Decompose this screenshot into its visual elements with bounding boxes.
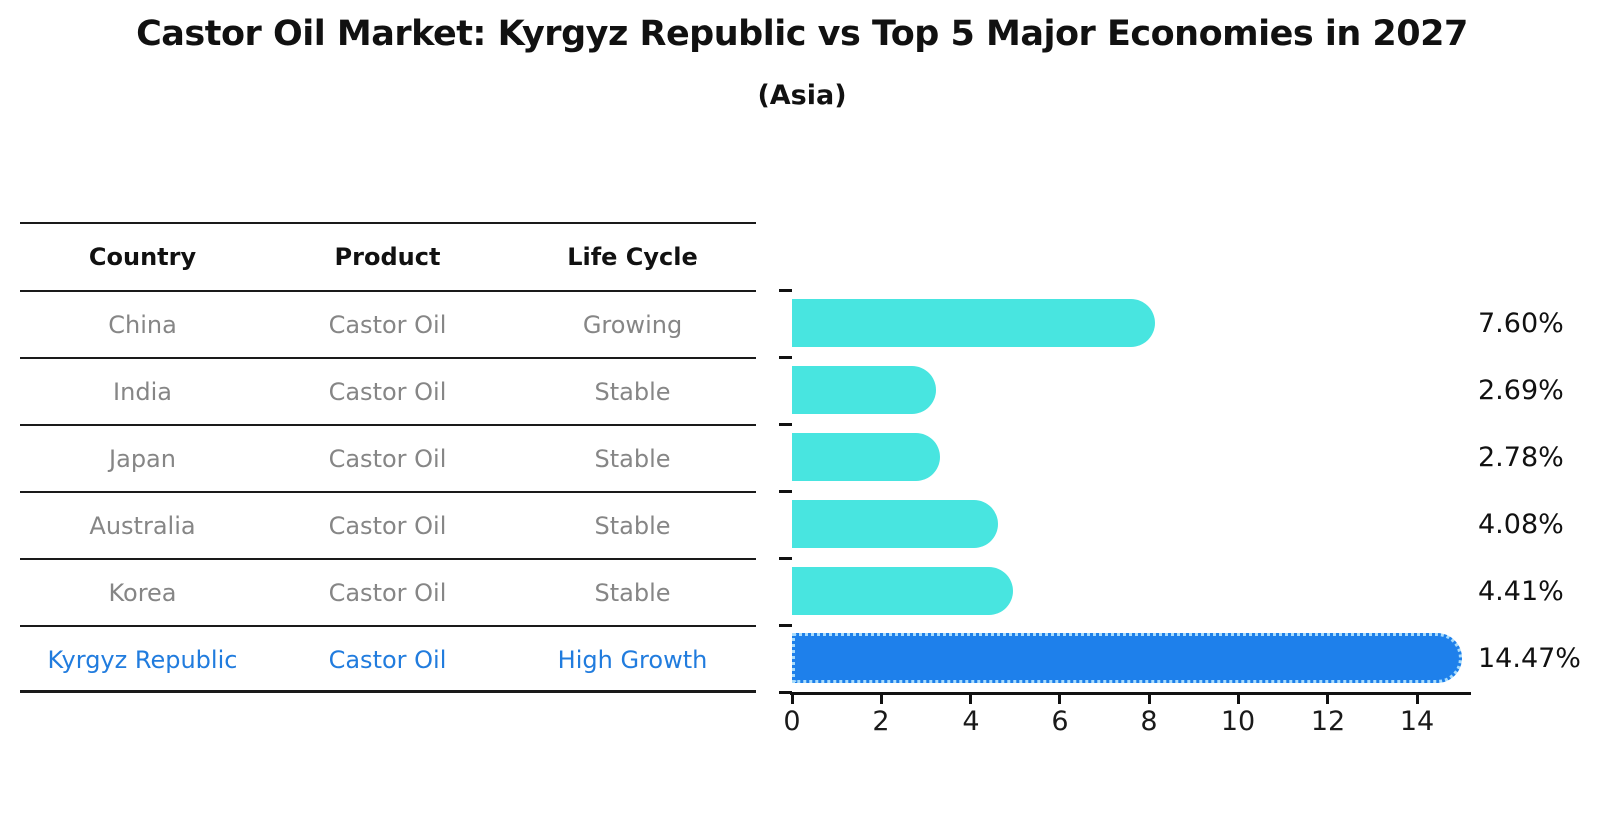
product-cell: Castor Oil [328,445,447,473]
x-tick-label: 4 [962,706,980,737]
bar-kyrgyz-republic [792,633,1462,683]
x-tick-label: 2 [872,706,890,737]
table-row-india: India Castor Oil Stable [20,357,756,426]
bar-korea [792,567,1013,615]
y-axis-tick [779,289,792,292]
product-cell: Castor Oil [328,512,447,540]
x-axis-line [790,692,1471,695]
y-axis-tick [779,423,792,426]
x-tick-label: 12 [1310,706,1346,737]
x-axis-tick [1058,694,1061,704]
product-cell: Castor Oil [328,646,447,674]
x-tick-label: 14 [1399,706,1435,737]
life-cycle-cell: Growing [582,311,683,339]
y-axis-tick [779,557,792,560]
chart-subtitle: (Asia) [757,80,847,111]
column-header-country: Country [88,243,197,271]
country-cell: Kyrgyz Republic [47,646,238,674]
table-row-australia: Australia Castor Oil Stable [20,491,756,560]
value-label-japan: 2.78% [1478,442,1564,473]
x-axis-tick [969,694,972,704]
x-axis-tick [1148,694,1151,704]
table-row-korea: Korea Castor Oil Stable [20,558,756,627]
y-axis-tick [779,691,792,694]
x-axis-tick [791,694,794,704]
y-axis-tick [779,356,792,359]
x-axis-tick [1237,694,1240,704]
bar-india [792,366,937,414]
x-axis-tick [1326,694,1329,704]
table-row-japan: Japan Castor Oil Stable [20,424,756,493]
column-header-product: Product [334,243,441,271]
product-cell: Castor Oil [328,311,447,339]
value-label-india: 2.69% [1478,375,1564,406]
x-tick-label: 10 [1220,706,1256,737]
country-cell: India [113,378,172,406]
table-row-china: China Castor Oil Growing [20,290,756,359]
product-cell: Castor Oil [328,579,447,607]
value-label-kyrgyz-republic: 14.47% [1478,643,1581,674]
x-tick-label: 8 [1140,706,1158,737]
table-row-kyrgyz-republic: Kyrgyz Republic Castor Oil High Growth [20,625,756,694]
x-tick-label: 0 [783,706,801,737]
life-cycle-cell: High Growth [557,646,708,674]
y-axis-tick [779,490,792,493]
value-label-korea: 4.41% [1478,576,1564,607]
table-header-row: Country Product Life Cycle [20,222,756,291]
table-bottom-border [20,690,756,693]
country-cell: China [108,311,177,339]
chart-title: Castor Oil Market: Kyrgyz Republic vs To… [136,14,1468,54]
value-label-australia: 4.08% [1478,509,1564,540]
life-cycle-cell: Stable [594,378,671,406]
life-cycle-cell: Stable [594,512,671,540]
column-header-life-cycle: Life Cycle [567,243,698,271]
life-cycle-cell: Stable [594,579,671,607]
product-cell: Castor Oil [328,378,447,406]
x-axis-tick [1416,694,1419,704]
bar-japan [792,433,941,481]
x-axis-tick [880,694,883,704]
life-cycle-cell: Stable [594,445,671,473]
x-tick-label: 6 [1051,706,1069,737]
country-cell: Japan [109,445,176,473]
country-cell: Korea [108,579,177,607]
value-label-china: 7.60% [1478,308,1564,339]
country-cell: Australia [89,512,196,540]
bar-australia [792,500,999,548]
y-axis-tick [779,624,792,627]
bar-china [792,299,1156,347]
